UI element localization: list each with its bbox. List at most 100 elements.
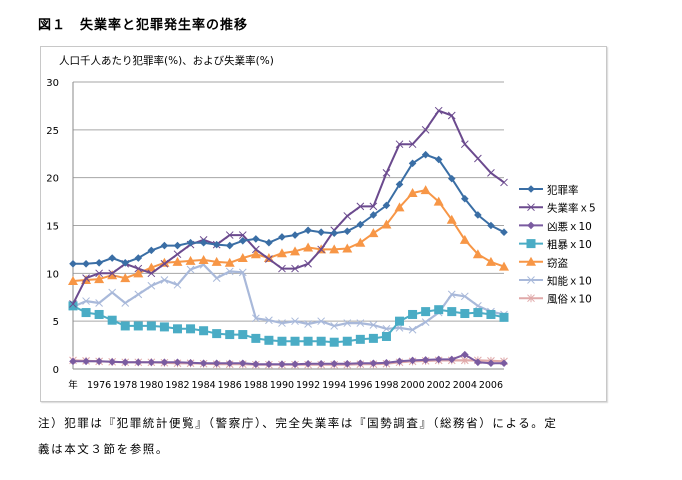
data-point [134,264,143,273]
data-point [185,255,196,265]
data-point [526,239,536,249]
data-point [408,309,418,319]
data-point [355,237,366,247]
legend-label: 失業率ｘ5 [547,202,596,215]
data-point [251,333,261,343]
data-point [487,359,495,368]
legend-label: 風俗ｘ10 [547,294,592,306]
y-axis-label: 人口千人あたり犯罪率(%)、および失業率(%) [59,54,274,67]
data-point [159,322,169,332]
data-point [108,288,117,297]
data-point [95,259,103,267]
data-point [459,234,470,244]
data-point [382,201,391,210]
x-tick-label: 1984 [192,380,216,391]
data-point [304,320,312,328]
x-tick-label: 2004 [453,380,477,391]
data-point [500,359,508,368]
data-point [487,221,495,230]
data-point [447,174,456,183]
chart-frame: 人口千人あたり犯罪率(%)、および失業率(%) 0 5 10 15 20 25 30 年 19… [40,46,607,402]
data-point [303,336,313,346]
data-point [342,243,353,253]
data-point [461,350,469,359]
data-point [82,357,90,366]
data-point [68,275,78,285]
data-point [460,309,470,319]
data-point [238,237,247,245]
data-point [527,276,535,284]
data-point [172,256,183,266]
data-point [198,254,209,264]
data-point [343,212,352,220]
series-line [72,263,505,331]
data-point [95,299,103,307]
data-point [186,265,195,274]
x-tick-label: 1992 [296,380,320,391]
data-point [356,359,365,368]
data-point [290,246,301,256]
data-point [304,259,312,268]
data-point [472,249,483,259]
x-tick-label: 1982 [165,380,189,391]
legend-label: 窃盗 [547,256,568,269]
x-tick-label: 1980 [139,380,163,391]
data-point [408,325,417,334]
x-tick-label: 2006 [479,380,503,391]
data-point [251,245,260,254]
series-group [68,106,509,369]
data-point [69,357,77,366]
y-tick-label: 0 [53,365,59,376]
data-point [408,356,417,365]
data-point [474,211,482,219]
data-point [211,256,222,266]
data-point [69,300,77,308]
data-point [278,233,286,241]
data-point [317,359,325,368]
data-point [342,336,352,346]
data-point [343,359,352,368]
data-point [381,219,392,229]
data-point [212,329,222,339]
legend-item: 粗暴ｘ10 [519,239,592,251]
data-point [447,111,456,120]
data-point [212,274,221,282]
data-point [94,274,105,284]
x-tick-label: 2002 [427,380,451,391]
data-point [317,317,326,326]
y-tick-labels: 0 5 10 15 20 25 30 [46,78,59,376]
line-chart: 人口千人あたり犯罪率(%)、および失業率(%) 0 5 10 15 20 25 30 年 19… [46,54,596,391]
data-point [408,140,417,149]
data-point [186,324,196,334]
data-point [316,336,326,346]
series-3 [68,301,509,347]
data-point [421,356,430,364]
data-point [82,297,90,305]
data-point [291,264,299,273]
data-point [317,245,326,254]
data-point [265,316,273,325]
data-point [330,359,339,368]
data-point [421,125,430,134]
data-point [330,322,339,330]
data-point [304,359,312,368]
data-point [343,227,352,236]
data-point [186,358,195,367]
series-0 [69,150,508,268]
data-point [107,315,117,325]
data-point [225,267,234,276]
data-point [147,269,156,278]
y-tick-label: 30 [46,78,59,89]
data-point [108,358,116,366]
data-point [487,169,495,177]
data-point [173,358,182,367]
data-point [95,357,103,366]
data-point [369,321,378,329]
data-point [199,359,208,368]
data-point [212,240,221,249]
data-point [421,307,431,317]
data-point [499,261,509,271]
data-point [225,231,234,239]
data-point [499,312,509,322]
data-point [330,229,339,237]
